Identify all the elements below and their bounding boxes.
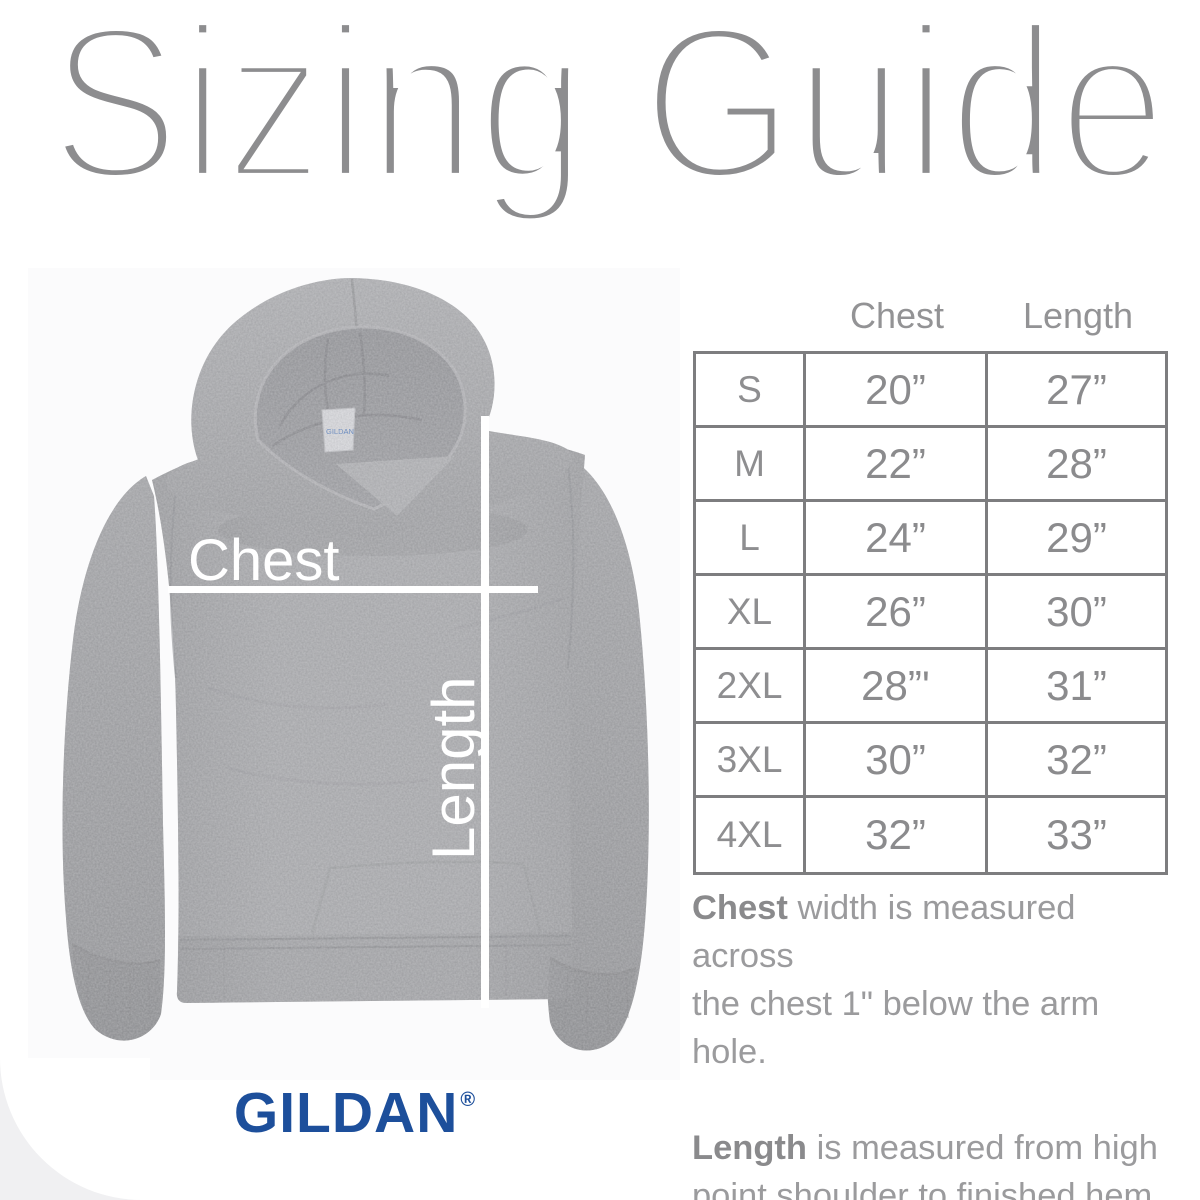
length-cell: 29” bbox=[988, 502, 1165, 576]
chest-cell: 22” bbox=[806, 428, 988, 502]
size-cell: 4XL bbox=[696, 798, 806, 872]
photo-corner-decoration bbox=[0, 1058, 150, 1200]
size-cell: 3XL bbox=[696, 724, 806, 798]
chest-cell: 20” bbox=[806, 354, 988, 428]
chest-note-lead: Chest bbox=[692, 889, 788, 927]
length-cell: 33” bbox=[988, 798, 1165, 872]
chest-note: Chest width is measured across the chest … bbox=[692, 884, 1182, 1076]
chest-cell: 30” bbox=[806, 724, 988, 798]
length-note: Length is measured from high point should… bbox=[692, 1124, 1182, 1200]
table-header-length: Length bbox=[1022, 295, 1134, 336]
length-cell: 27” bbox=[988, 354, 1165, 428]
gildan-logo: GILDAN ® bbox=[205, 1080, 505, 1146]
measurement-overlays: Chest Length bbox=[168, 416, 538, 1008]
chest-cell: 24” bbox=[806, 502, 988, 576]
chest-note-line2: the chest 1" below the arm hole. bbox=[692, 985, 1100, 1071]
size-cell: M bbox=[696, 428, 806, 502]
photo-corner-notch bbox=[0, 1058, 150, 1200]
length-note-line1: is measured from high bbox=[806, 1129, 1158, 1167]
registered-trademark-icon: ® bbox=[460, 1089, 477, 1111]
page-title: Sizing Guide bbox=[45, 0, 1172, 226]
size-cell: S bbox=[696, 354, 806, 428]
size-table: S 20” 27” M 22” 28” L 24” 29” XL 26” 30”… bbox=[693, 351, 1168, 875]
chest-cell: 32” bbox=[806, 798, 988, 872]
length-cell: 32” bbox=[988, 724, 1165, 798]
length-note-lead: Length bbox=[692, 1129, 807, 1167]
length-cell: 30” bbox=[988, 576, 1165, 650]
measurement-notes: Chest width is measured across the chest … bbox=[692, 884, 1182, 1200]
table-header-chest: Chest bbox=[849, 295, 945, 336]
chest-note-line1: width is measured across bbox=[692, 889, 1076, 975]
length-cell: 28” bbox=[988, 428, 1165, 502]
hoodie-photo: GILDAN Chest Length bbox=[28, 268, 680, 1080]
size-cell: XL bbox=[696, 576, 806, 650]
length-note-line2: point shoulder to finished hem. bbox=[692, 1177, 1162, 1200]
length-cell: 31” bbox=[988, 650, 1165, 724]
chest-measure-label: Chest bbox=[188, 528, 340, 593]
chest-cell: 26” bbox=[806, 576, 988, 650]
length-measure-label: Length bbox=[420, 676, 487, 860]
length-measure-line bbox=[481, 416, 489, 1008]
size-cell: 2XL bbox=[696, 650, 806, 724]
chest-cell: 28”ʹ bbox=[806, 650, 988, 724]
gildan-logo-text: GILDAN bbox=[233, 1081, 459, 1145]
size-cell: L bbox=[696, 502, 806, 576]
chest-measure-line bbox=[168, 586, 538, 593]
